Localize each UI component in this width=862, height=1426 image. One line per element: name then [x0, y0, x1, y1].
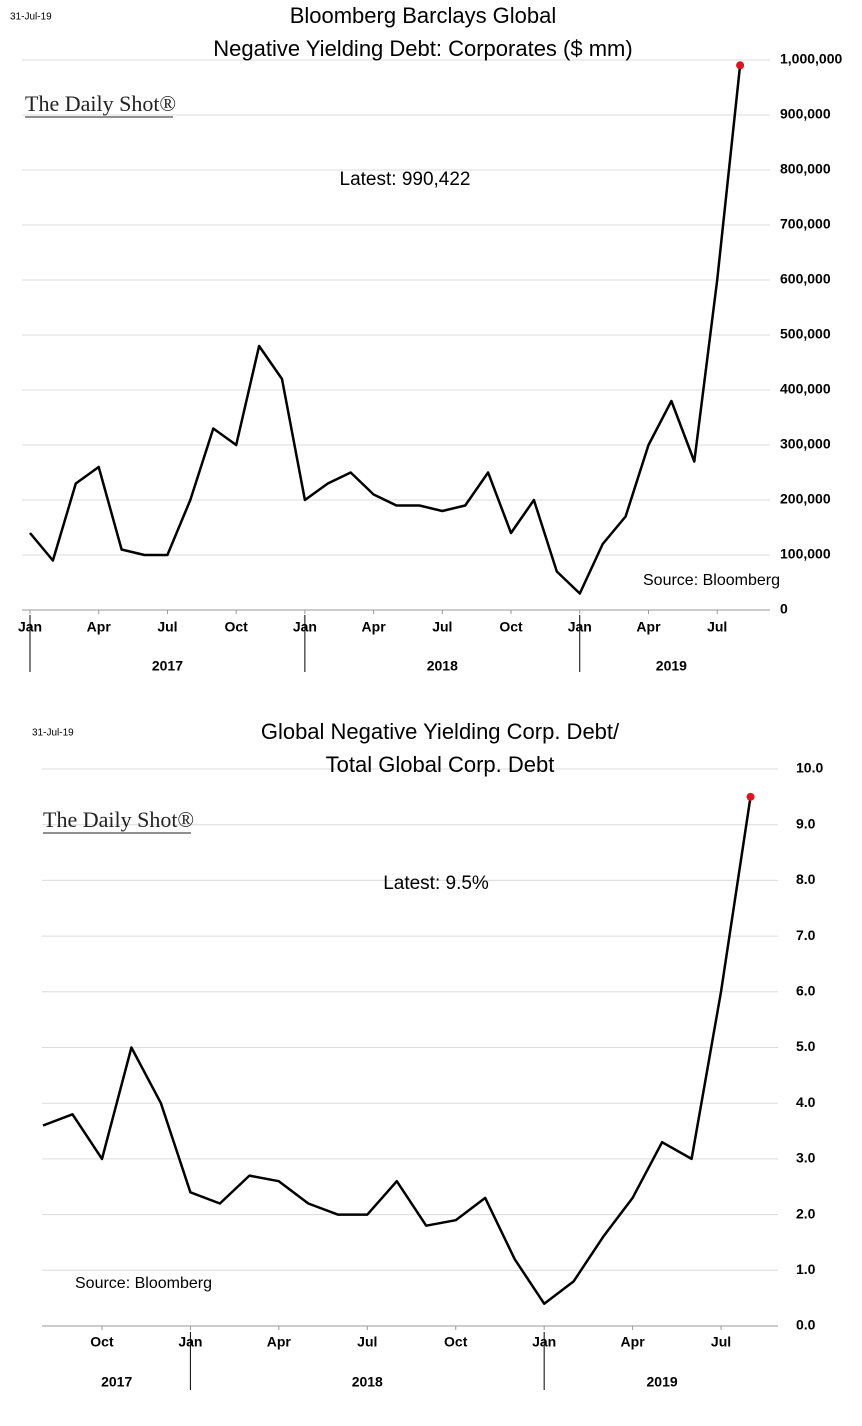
y-tick-label: 100,000: [780, 546, 831, 562]
year-label: 2017: [152, 658, 183, 674]
chart-title: Negative Yielding Debt: Corporates ($ mm…: [213, 36, 632, 61]
y-tick-label: 400,000: [780, 381, 831, 397]
year-label: 2018: [427, 658, 458, 674]
x-tick-label: Oct: [444, 1334, 468, 1350]
y-tick-label: 9.0: [796, 815, 816, 831]
annotation: Latest: 9.5%: [383, 873, 489, 894]
y-tick-label: 700,000: [780, 216, 831, 232]
y-tick-label: 3.0: [796, 1150, 816, 1166]
latest-point: [736, 61, 745, 70]
x-tick-label: Apr: [362, 619, 387, 635]
year-label: 2017: [101, 1374, 132, 1390]
x-tick-label: Apr: [621, 1334, 646, 1350]
watermark: The Daily Shot®: [43, 807, 194, 832]
year-label: 2019: [647, 1374, 678, 1390]
y-tick-label: 800,000: [780, 161, 831, 177]
date-label: 31-Jul-19: [10, 12, 52, 23]
source: Source: Bloomberg: [75, 1275, 212, 1292]
source: Source: Bloomberg: [643, 572, 780, 589]
y-tick-label: 7.0: [796, 927, 816, 943]
watermark: The Daily Shot®: [25, 91, 176, 116]
x-tick-label: Oct: [224, 619, 248, 635]
y-tick-label: 1,000,000: [780, 51, 842, 67]
y-tick-label: 500,000: [780, 326, 831, 342]
y-tick-label: 600,000: [780, 271, 831, 287]
y-tick-label: 2.0: [796, 1205, 816, 1221]
annotation: Latest: 990,422: [340, 169, 471, 190]
x-tick-label: Jul: [707, 619, 727, 635]
year-label: 2018: [352, 1374, 383, 1390]
x-tick-label: Apr: [87, 619, 112, 635]
year-label: 2019: [656, 658, 687, 674]
y-tick-label: 10.0: [796, 760, 823, 776]
x-tick-label: Oct: [499, 619, 523, 635]
y-tick-label: 0: [780, 601, 788, 617]
x-tick-label: Apr: [267, 1334, 292, 1350]
chart-title: Total Global Corp. Debt: [326, 752, 555, 777]
x-tick-label: Jul: [357, 1334, 377, 1350]
x-tick-label: Jul: [711, 1334, 731, 1350]
chart-title: Global Negative Yielding Corp. Debt/: [261, 719, 620, 744]
data-line: [29, 65, 742, 595]
x-tick-label: Oct: [90, 1334, 114, 1350]
y-tick-label: 5.0: [796, 1038, 816, 1054]
x-tick-label: Jul: [432, 619, 452, 635]
y-tick-label: 4.0: [796, 1094, 816, 1110]
y-tick-label: 900,000: [780, 106, 831, 122]
data-line: [42, 796, 752, 1305]
date-label: 31-Jul-19: [32, 728, 74, 739]
x-tick-label: Apr: [636, 619, 661, 635]
y-tick-label: 0.0: [796, 1317, 816, 1333]
y-tick-label: 300,000: [780, 436, 831, 452]
y-tick-label: 200,000: [780, 491, 831, 507]
chart-title: Bloomberg Barclays Global: [290, 3, 557, 28]
y-tick-label: 6.0: [796, 983, 816, 999]
y-tick-label: 8.0: [796, 871, 816, 887]
y-tick-label: 1.0: [796, 1261, 816, 1277]
x-tick-label: Jul: [157, 619, 177, 635]
latest-point: [746, 792, 755, 801]
